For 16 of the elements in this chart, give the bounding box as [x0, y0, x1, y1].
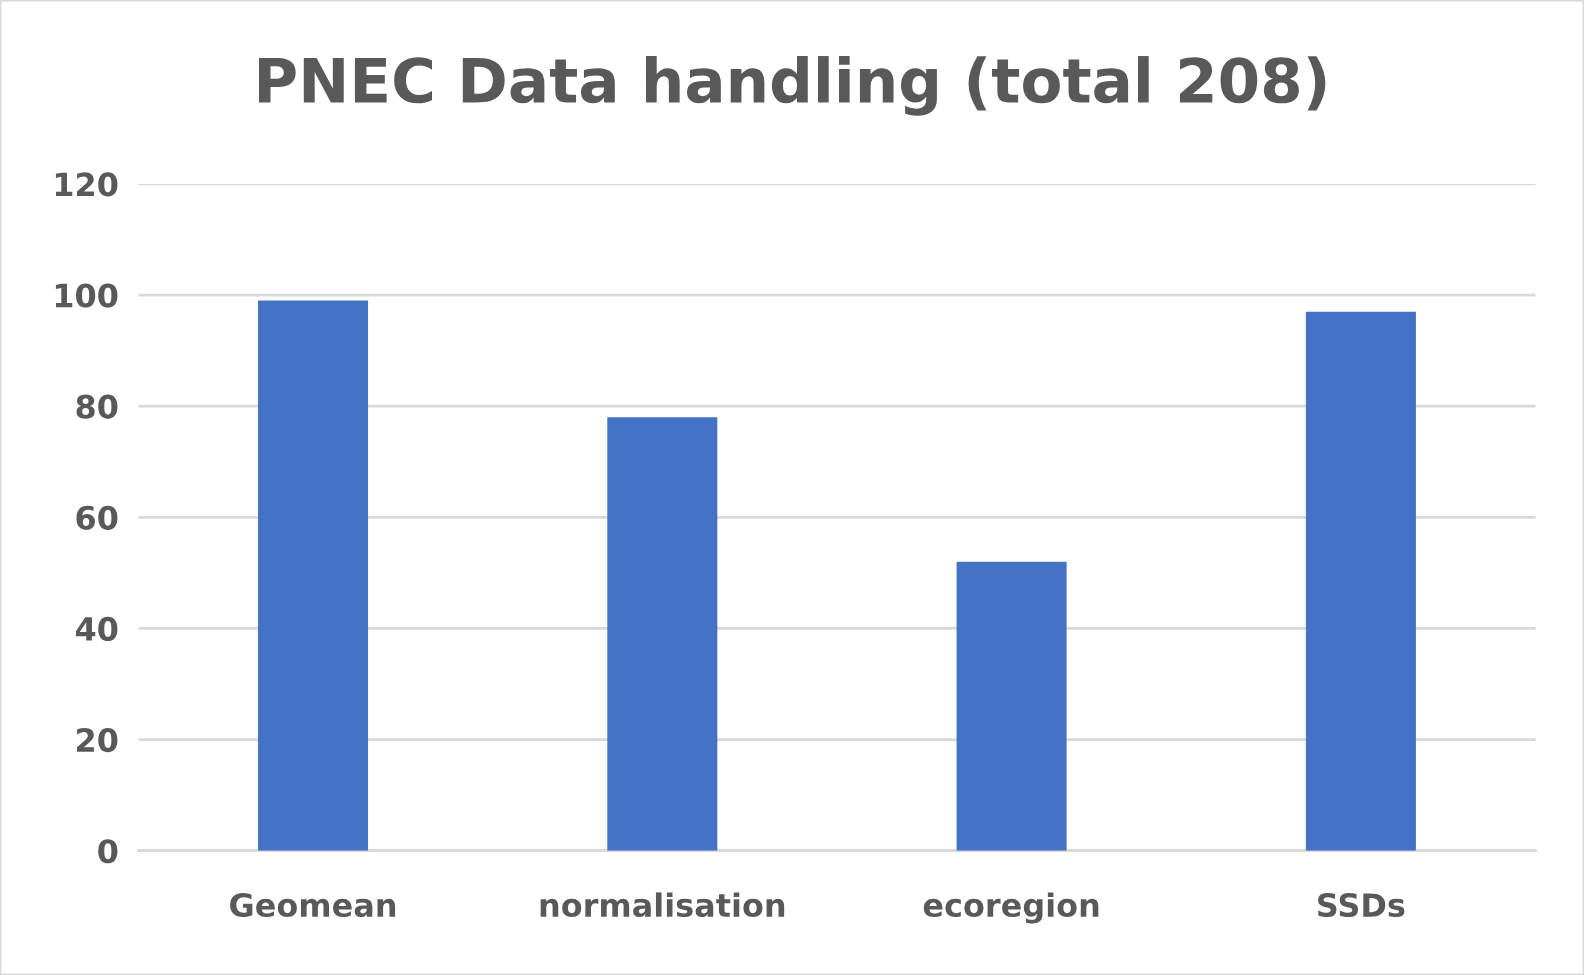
chart-title: PNEC Data handling (total 208) [259, 56, 1326, 116]
x-tick-label: Geomean [230, 892, 396, 918]
y-tick-label: 40 [75, 616, 118, 642]
bar [607, 417, 718, 851]
y-tick-label: 80 [76, 394, 118, 419]
bar [956, 561, 1067, 851]
y-tick-label: 120 [55, 172, 118, 197]
x-tick-label: ecoregion [923, 892, 1099, 924]
y-tick-label: 60 [76, 505, 118, 530]
y-tick-label: 100 [55, 283, 118, 308]
y-tick-label: 20 [77, 728, 118, 753]
x-tick-label: normalisation [540, 892, 785, 918]
y-tick-label: 0 [98, 839, 118, 864]
bar [1305, 311, 1416, 851]
x-tick-label: SSDs [1318, 892, 1405, 918]
bar [258, 300, 369, 851]
